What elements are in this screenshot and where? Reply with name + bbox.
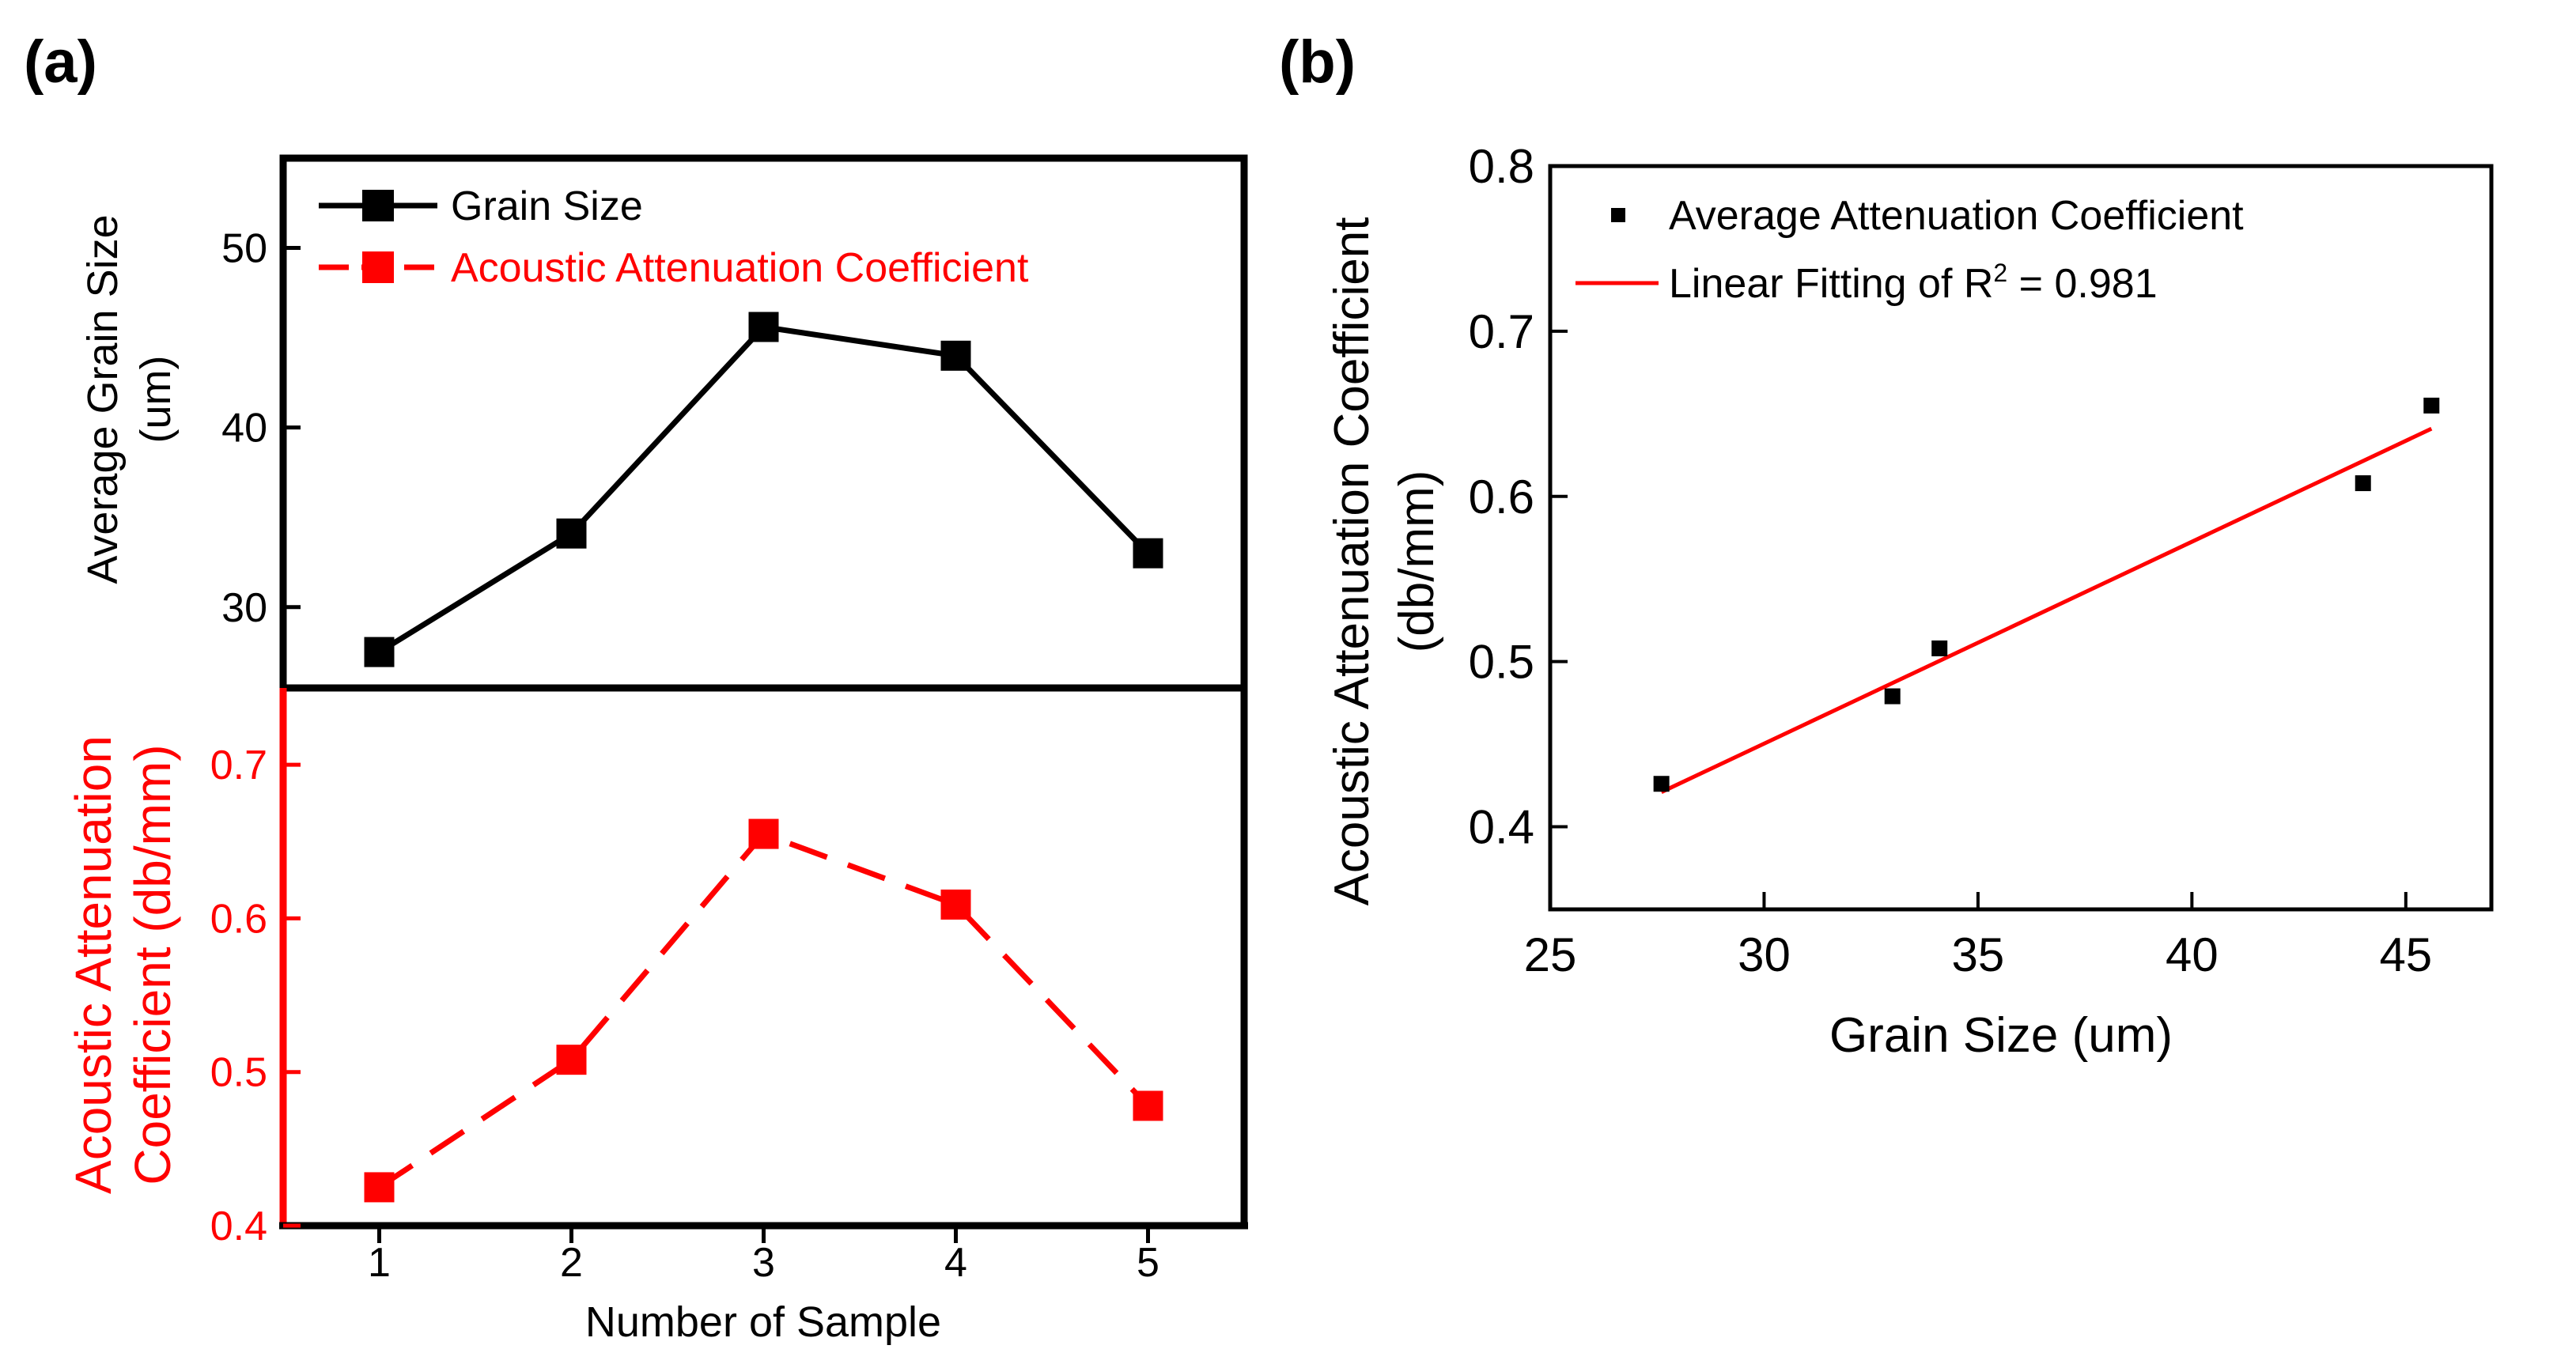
panel-b-xlabel: Grain Size (um) (1829, 1008, 2173, 1063)
panel-a-xlabel: Number of Sample (585, 1298, 941, 1346)
b-xtick-label-30: 30 (1738, 928, 1791, 981)
legend-points-marker (1611, 208, 1625, 222)
b-point-4 (2355, 475, 2371, 492)
a-xtick-label-5: 5 (1137, 1240, 1159, 1286)
panel-a-top-ylabel-line2: (um) (132, 356, 180, 444)
a-top-ytick-label-50: 50 (221, 226, 267, 272)
legend-attenuation-marker (362, 251, 394, 283)
a-xtick-label-4: 4 (944, 1240, 967, 1286)
legend-grain-size-marker (362, 190, 394, 221)
grain-size-point-4 (940, 340, 971, 371)
a-bot-ytick-label-0.4: 0.4 (210, 1204, 267, 1249)
b-ytick-label-0.6: 0.6 (1469, 470, 1534, 523)
legend-fit-suffix: = 0.981 (2007, 261, 2157, 307)
b-xtick-label-45: 45 (2379, 928, 2432, 981)
panel-b-ylabel-line1: Acoustic Attenuation Coefficient (1325, 217, 1379, 906)
b-xtick-label-35: 35 (1952, 928, 2005, 981)
attenuation-point-1 (364, 1172, 395, 1203)
fit-line (1660, 426, 2433, 794)
b-point-1 (1653, 776, 1670, 792)
panel-b-frame (1548, 164, 2494, 912)
b-xtick-label-40: 40 (2166, 928, 2219, 981)
a-xtick-label-3: 3 (752, 1240, 775, 1286)
a-xtick-label-2: 2 (560, 1240, 583, 1286)
grain-size-point-2 (556, 518, 587, 549)
legend-points-label: Average Attenuation Coefficient (1669, 193, 2244, 239)
attenuation-point-3 (748, 818, 779, 849)
a-top-ytick-label-40: 40 (221, 406, 267, 452)
panel-b-ylabel-line2: (db/mm) (1390, 470, 1444, 653)
grain-size-point-5 (1133, 538, 1163, 569)
b-point-3 (1931, 640, 1948, 656)
attenuation-point-4 (940, 889, 971, 920)
panel-a-top-frame (279, 154, 1248, 692)
grain-size-line (377, 323, 1151, 655)
panel-a-bottom-ylabel-line1: Acoustic Attenuation (65, 735, 122, 1194)
grain-size-point-1 (364, 637, 395, 667)
legend-attenuation-label: Acoustic Attenuation Coefficient (451, 245, 1029, 291)
panel-b-chart: 0.4 0.5 0.6 0.7 0.8 25 30 35 40 45 Grain Size (u… (1325, 140, 2494, 1063)
attenuation-line (377, 830, 1151, 1190)
legend-fit-label: Linear Fitting of R2 = 0.981 (1669, 259, 2158, 307)
legend-fit-prefix: Linear Fitting of R (1669, 261, 1993, 307)
b-ytick-label-0.4: 0.4 (1469, 801, 1534, 854)
panel-a-bottom-ylabel-line2: Coefficient (db/mm) (124, 744, 181, 1185)
a-top-ytick-label-30: 30 (221, 585, 267, 631)
b-ytick-label-0.5: 0.5 (1469, 636, 1534, 689)
b-point-2 (1884, 688, 1901, 705)
a-bot-ytick-label-0.5: 0.5 (210, 1050, 267, 1096)
b-xtick-label-25: 25 (1524, 928, 1577, 981)
panel-a-label: (a) (24, 28, 97, 96)
legend-grain-size-label: Grain Size (451, 183, 643, 229)
panel-b-legend: Average Attenuation Coefficient Linear F… (1575, 193, 2244, 307)
b-ytick-label-0.7: 0.7 (1469, 305, 1534, 358)
attenuation-point-5 (1133, 1090, 1163, 1121)
panel-a-legend: Grain Size Acoustic Attenuation Coeffici… (319, 183, 1029, 291)
panel-a-top-chart: 30 40 50 Average Grain Size (um) Grain Siz… (79, 154, 1248, 692)
legend-fit-superscript: 2 (1993, 259, 2007, 287)
a-xtick-label-1: 1 (368, 1240, 391, 1286)
b-ytick-label-0.8: 0.8 (1469, 140, 1534, 193)
panel-a-top-ylabel-line1: Average Grain Size (79, 214, 127, 584)
panel-b-label: (b) (1279, 28, 1356, 96)
attenuation-point-2 (556, 1045, 587, 1075)
b-point-5 (2423, 397, 2440, 414)
a-bot-ytick-label-0.7: 0.7 (210, 743, 267, 788)
grain-size-point-3 (748, 312, 779, 342)
a-bot-ytick-label-0.6: 0.6 (210, 896, 267, 942)
